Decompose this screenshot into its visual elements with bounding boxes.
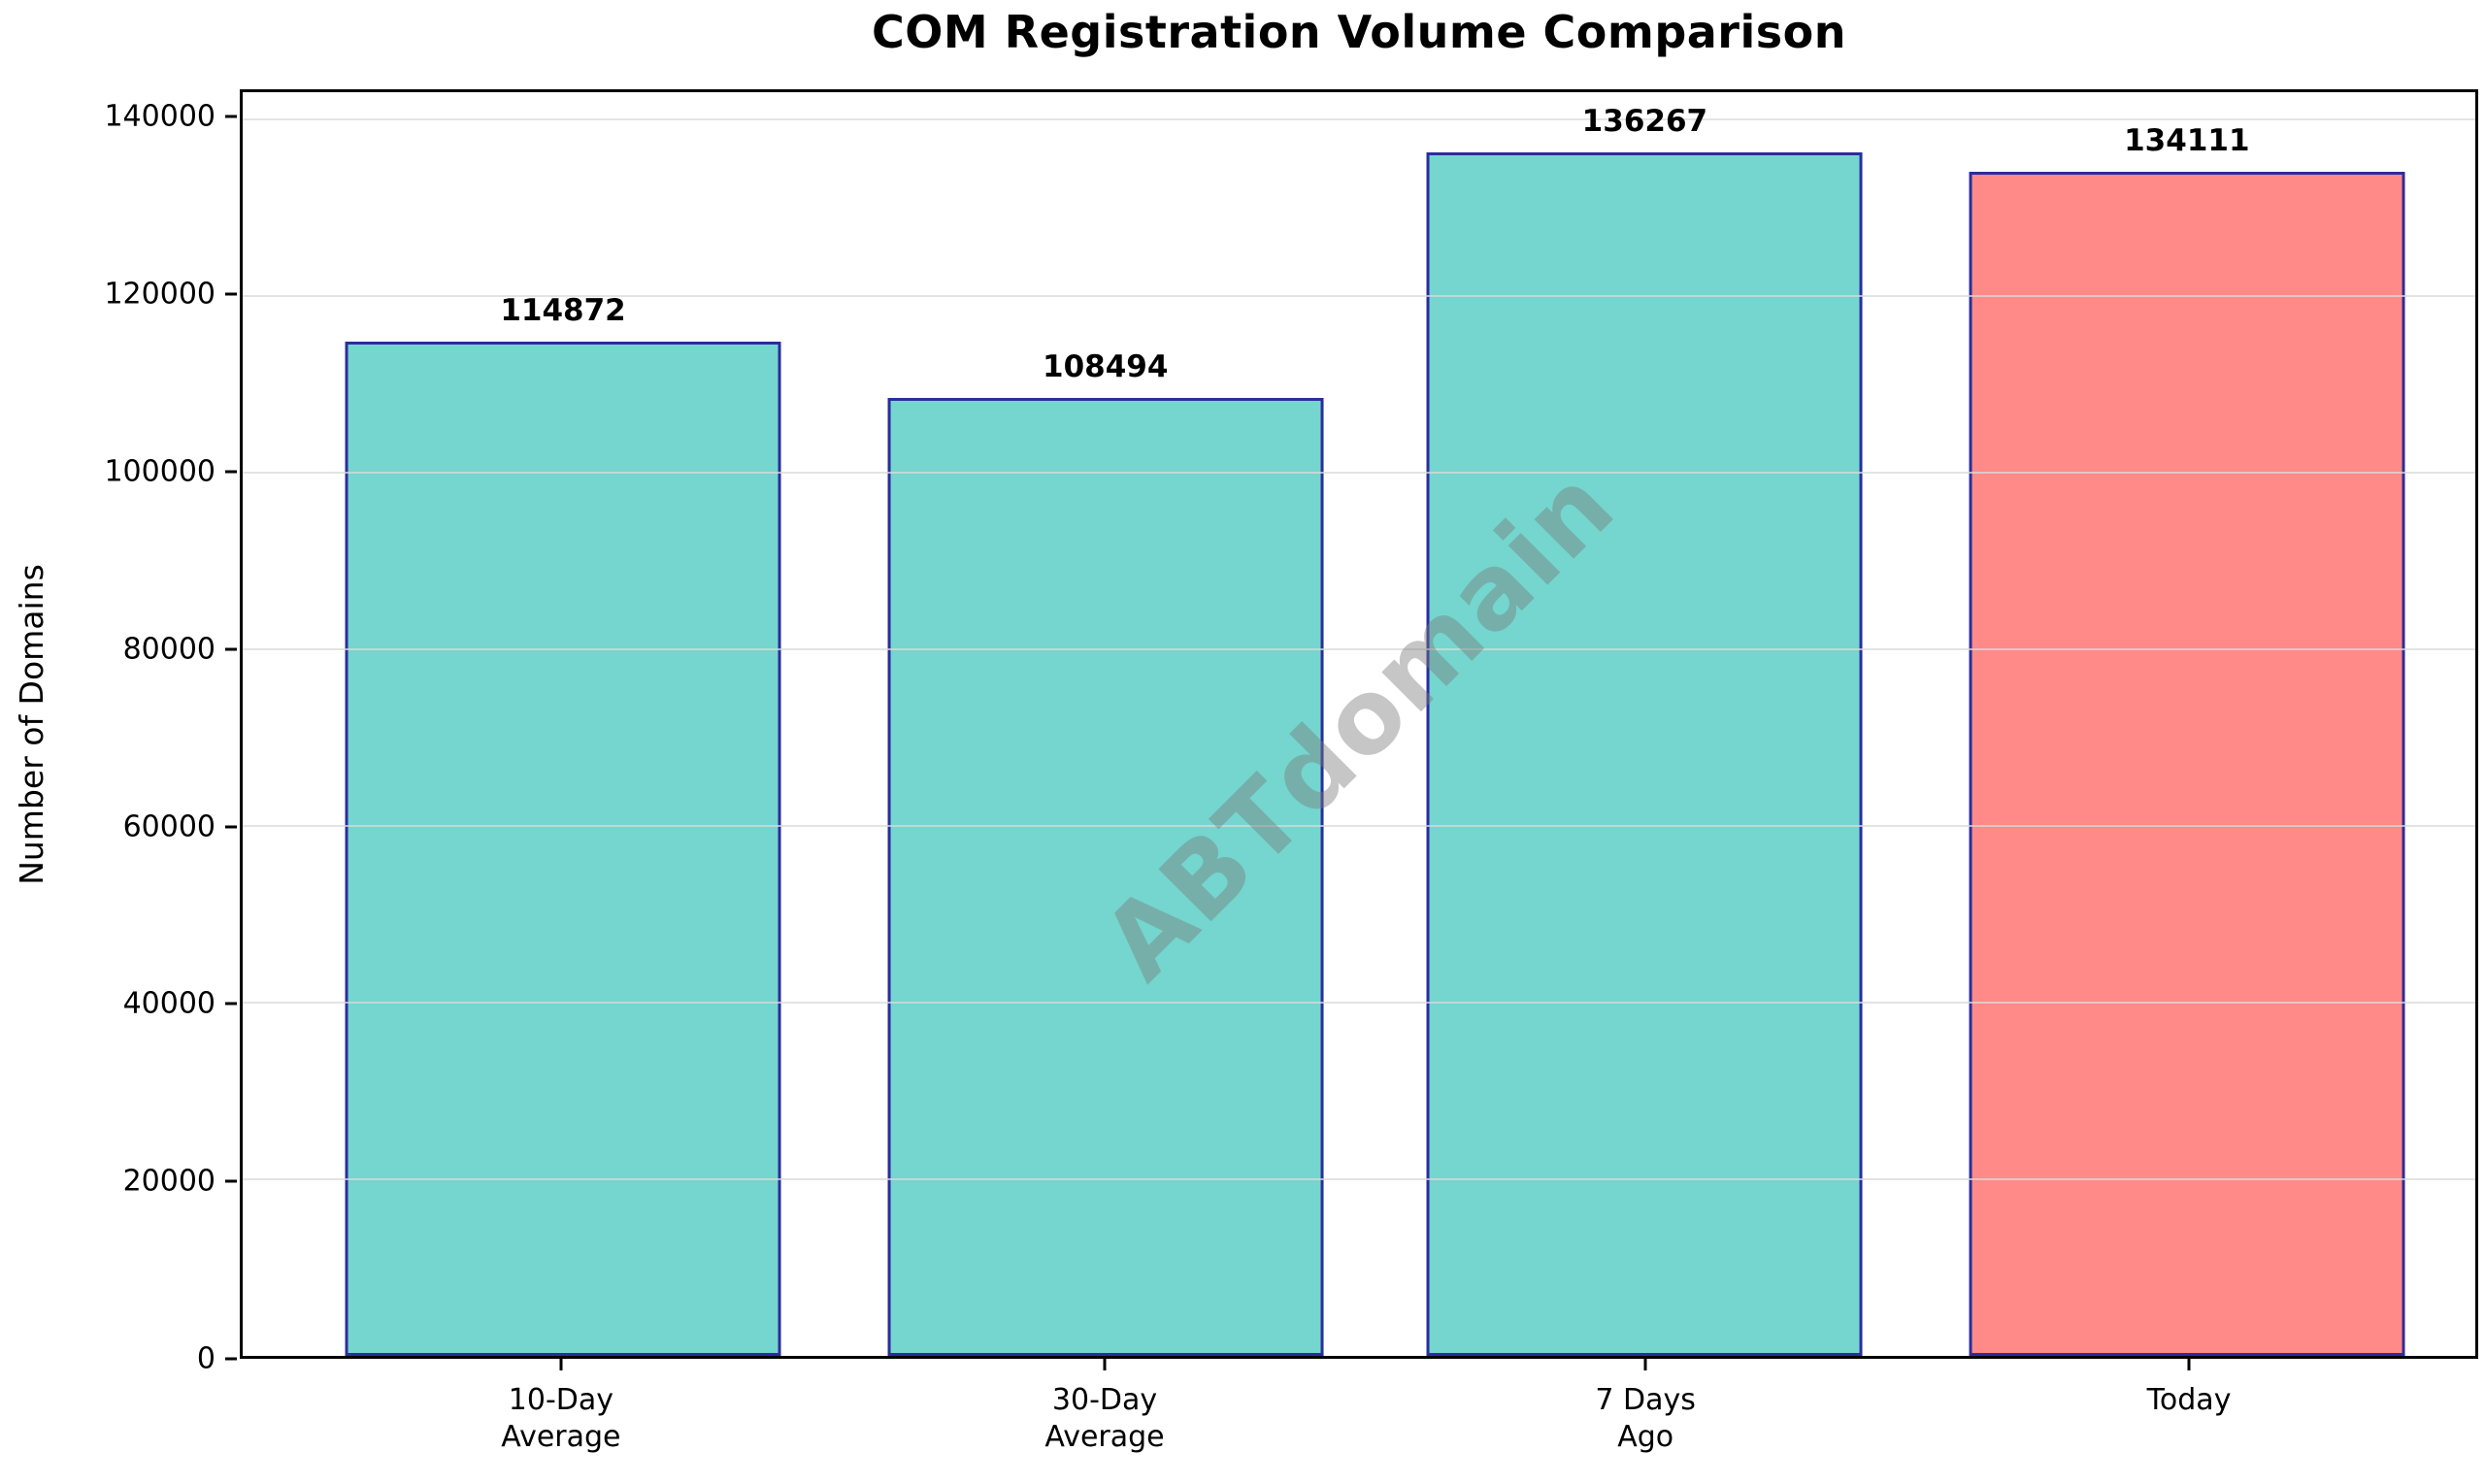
bar-today [1969, 171, 2405, 1356]
x-tick-mark-4 [2187, 1359, 2191, 1370]
y-tick-mark-80000 [225, 647, 237, 651]
x-tick-label-10-day-average: 10-Day Average [501, 1382, 620, 1456]
x-tick-label-30-day-average: 30-Day Average [1044, 1382, 1164, 1456]
y-tick-label-40000: 40000 [122, 986, 215, 1021]
x-tick-label-line: Average [1044, 1420, 1165, 1454]
bar-10-day-average [345, 341, 781, 1356]
x-tick-label-7-days-ago: 7 Days Ago [1595, 1382, 1696, 1456]
x-tick-mark-3 [1643, 1359, 1647, 1370]
y-axis: 0 20000 40000 60000 80000 100000 120000 140000 [0, 89, 237, 1376]
gridline-40000 [243, 1002, 2475, 1005]
y-tick-mark-60000 [225, 825, 237, 828]
chart-title: COM Registration Volume Comparison [872, 6, 1846, 58]
gridline-20000 [243, 1178, 2475, 1181]
gridline-100000 [243, 472, 2475, 475]
bar-value-label-114872: 114872 [500, 292, 626, 328]
x-tick-label-line: 7 Days [1595, 1383, 1696, 1417]
y-tick-label-60000: 60000 [122, 809, 215, 843]
x-tick-mark-1 [559, 1359, 563, 1370]
y-tick-mark-140000 [225, 115, 237, 118]
x-tick-label-line: Today [2146, 1383, 2232, 1417]
y-tick-label-120000: 120000 [104, 277, 215, 312]
bar-7-days-ago [1426, 152, 1863, 1356]
y-tick-mark-40000 [225, 1002, 237, 1006]
y-tick-label-100000: 100000 [104, 454, 215, 489]
plot-area: ABTdomain 114872 108494 136267 134111 [240, 89, 2478, 1359]
x-tick-label-line: Ago [1617, 1420, 1674, 1454]
x-tick-label-line: 10-Day [508, 1383, 614, 1417]
gridline-120000 [243, 295, 2475, 298]
bar-value-label-136267: 136267 [1581, 104, 1708, 139]
bar-value-label-134111: 134111 [2124, 122, 2250, 158]
y-tick-label-140000: 140000 [104, 99, 215, 134]
x-tick-label-line: Average [501, 1420, 621, 1454]
y-tick-label-0: 0 [196, 1341, 215, 1376]
gridline-140000 [243, 118, 2475, 121]
y-tick-label-80000: 80000 [122, 632, 215, 667]
x-tick-mark-2 [1103, 1359, 1107, 1370]
y-tick-mark-0 [225, 1357, 237, 1361]
bar-value-label-108494: 108494 [1043, 348, 1169, 384]
x-axis: 10-Day Average 30-Day Average 7 Days Ago Today [240, 1359, 2478, 1475]
x-tick-label-today: Today [2147, 1382, 2232, 1419]
x-tick-label-line: 30-Day [1051, 1383, 1158, 1417]
y-tick-label-20000: 20000 [122, 1164, 215, 1199]
y-tick-mark-120000 [225, 292, 237, 296]
y-tick-mark-20000 [225, 1179, 237, 1183]
gridline-80000 [243, 648, 2475, 651]
bar-30-day-average [887, 397, 1324, 1356]
y-tick-mark-100000 [225, 470, 237, 474]
gridline-60000 [243, 825, 2475, 828]
